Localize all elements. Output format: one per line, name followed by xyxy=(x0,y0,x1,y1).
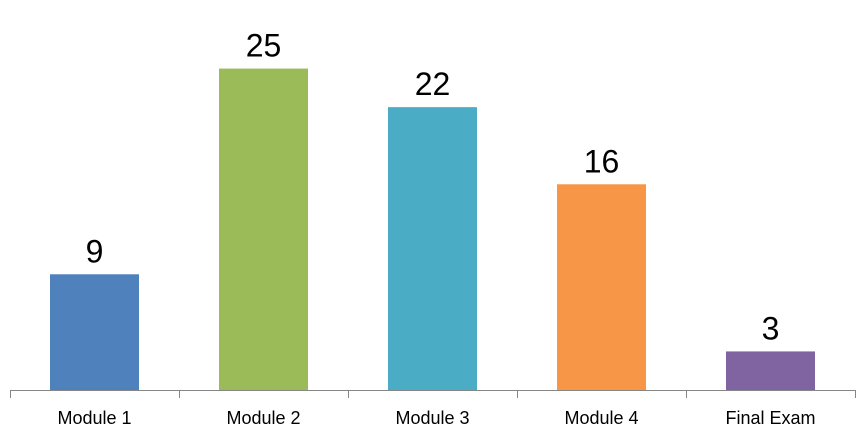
x-tick-label: Module 3 xyxy=(395,408,469,428)
data-label: 25 xyxy=(246,28,282,64)
x-tick-label: Final Exam xyxy=(725,408,815,428)
bar-module-1 xyxy=(50,274,139,390)
data-label: 22 xyxy=(415,66,451,102)
bar-module-4 xyxy=(557,184,646,390)
data-label: 3 xyxy=(762,310,780,346)
value-labels-layer: 9 25 22 16 3 xyxy=(86,28,780,347)
bars-layer xyxy=(50,68,815,391)
data-label: 16 xyxy=(584,143,620,179)
x-tick-label: Module 1 xyxy=(57,408,131,428)
bar-module-3 xyxy=(388,107,477,391)
x-axis: Module 1 Module 2 Module 3 Module 4 Final Ex… xyxy=(10,390,856,428)
bar-module-2 xyxy=(219,68,308,391)
data-label: 9 xyxy=(86,233,104,269)
x-tick-label: Module 4 xyxy=(564,408,638,428)
bar-final-exam xyxy=(726,351,815,390)
x-tick-label: Module 2 xyxy=(226,408,300,428)
